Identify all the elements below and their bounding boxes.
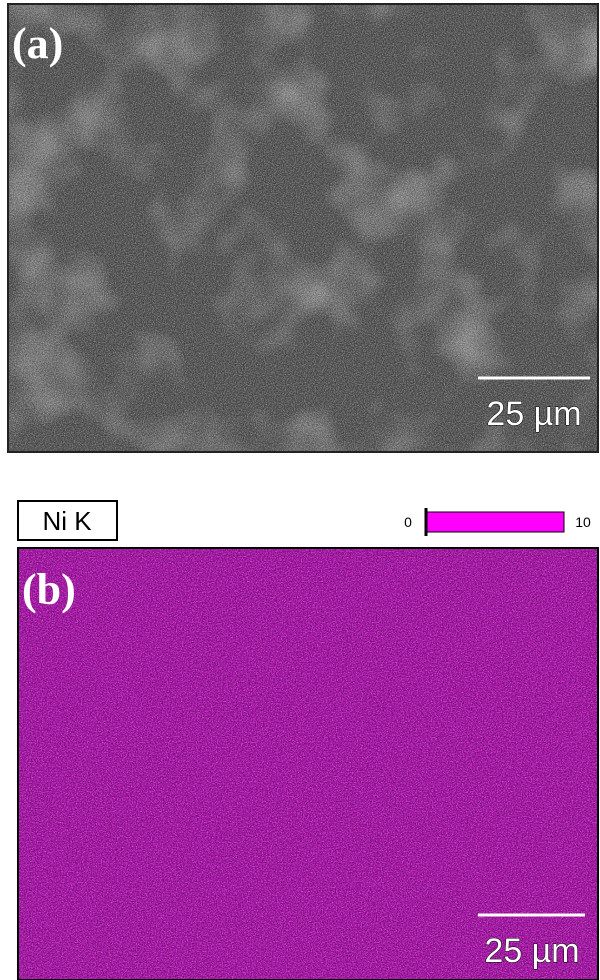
panel-label: (b) xyxy=(22,565,76,614)
scale-max: 10 xyxy=(575,514,591,530)
color-scale xyxy=(426,512,564,532)
element-label: Ni K xyxy=(42,506,92,536)
figure: (a) 25 µm Ni K 0 10 (b) 25 µm xyxy=(0,0,600,980)
scale-bar-label: 25 µm xyxy=(484,932,579,970)
panel-label: (a) xyxy=(12,19,63,68)
scale-bar-label: 25 µm xyxy=(486,395,581,433)
page: (a) 25 µm Ni K 0 10 (b) 25 µm (() => { c… xyxy=(0,0,600,980)
sem-image xyxy=(8,4,598,452)
scale-min: 0 xyxy=(404,514,412,530)
